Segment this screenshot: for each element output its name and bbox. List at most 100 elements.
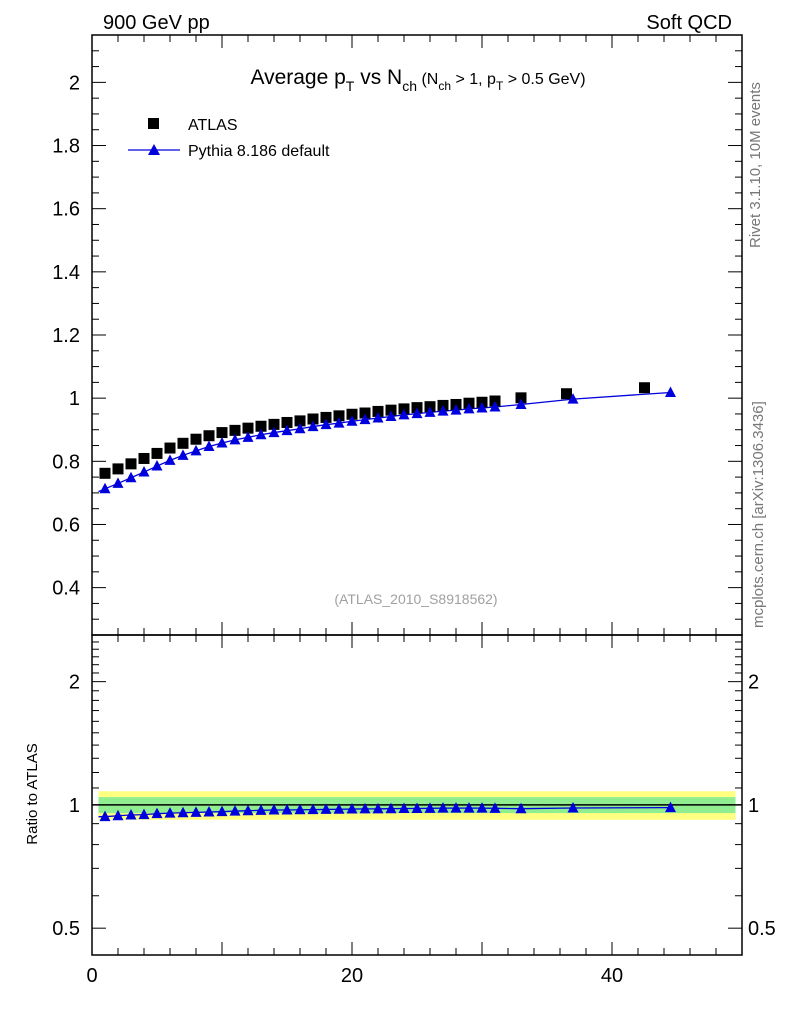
pythia-point	[476, 401, 488, 413]
atlas-point	[294, 415, 306, 427]
ratio-point	[242, 804, 254, 816]
main-axis-ticks	[91, 35, 743, 635]
atlas-point	[359, 407, 371, 419]
ratio-point	[398, 802, 410, 814]
atlas-point	[242, 422, 254, 434]
pythia-point	[268, 426, 280, 438]
atlas-point	[281, 416, 293, 428]
ratio-point	[372, 802, 384, 814]
ratio-y-tick-label: 2	[69, 672, 80, 694]
atlas-point	[561, 388, 572, 400]
ratio-point	[385, 802, 397, 814]
ratio-point	[151, 807, 163, 819]
atlas-point	[203, 430, 215, 442]
pythia-point	[190, 444, 202, 456]
atlas-point	[177, 437, 189, 449]
pythia-point	[203, 440, 215, 451]
x-tick-label: 40	[601, 965, 623, 987]
pythia-point	[333, 417, 345, 428]
atlas-point	[515, 392, 527, 404]
ratio-data-marks	[98, 801, 676, 822]
main-y-tick-label: 1	[69, 388, 80, 410]
ratio-axis-ticks	[91, 635, 743, 955]
ratio-y-tick-label: 1	[69, 795, 80, 817]
pythia-point	[437, 405, 449, 416]
x-tick-label: 0	[86, 965, 97, 987]
main-y-tick-label: 1.2	[52, 325, 80, 347]
legend-mc-marker	[148, 144, 160, 155]
pythia-point	[99, 482, 111, 494]
atlas-point	[99, 467, 111, 479]
ratio-point	[190, 806, 202, 817]
pythia-point	[281, 424, 293, 436]
atlas-point	[320, 411, 332, 423]
pythia-point	[242, 431, 254, 442]
ratio-point	[229, 805, 241, 816]
atlas-point	[125, 458, 137, 470]
pythia-point	[515, 398, 527, 409]
ratio-point	[463, 802, 475, 813]
pythia-point	[463, 402, 475, 414]
pythia-point	[125, 471, 137, 483]
atlas-point	[229, 424, 241, 436]
legend-data-label: ATLAS	[188, 117, 238, 134]
ratio-point	[450, 802, 462, 813]
atlas-point	[639, 382, 650, 394]
ratio-frame	[91, 634, 743, 956]
x-tick-label: 20	[341, 965, 363, 987]
pythia-point	[489, 401, 501, 412]
atlas-point	[333, 410, 345, 422]
chart-title: Average pT vs Nch (Nch > 1, pT > 0.5 GeV…	[250, 66, 585, 94]
ratio-point	[333, 803, 345, 814]
ratio-point	[294, 803, 306, 815]
pythia-point	[138, 466, 150, 477]
ratio-point	[307, 803, 319, 815]
pythia-point	[398, 408, 410, 420]
ratio-y-axis-label: Ratio to ATLAS	[24, 743, 41, 844]
pythia-point	[294, 422, 306, 434]
pythia-point	[665, 386, 676, 397]
atlas-point	[164, 442, 176, 454]
main-y-tick-label: 1.6	[52, 199, 80, 221]
ratio-panel: 0.5 0.5 1 1 2 2 0 20 40 Ratio to ATLAS	[24, 634, 776, 987]
ratio-y-tick-label: 0.5	[52, 918, 80, 940]
pythia-point	[385, 410, 397, 421]
ratio-point	[138, 808, 150, 820]
ratio-point	[567, 801, 579, 813]
ratio-point	[515, 802, 527, 814]
pythia-point	[567, 393, 579, 404]
header-right: Soft QCD	[646, 12, 732, 34]
legend-mc-label: Pythia 8.186 default	[188, 143, 330, 160]
atlas-point	[307, 413, 319, 425]
ratio-point	[346, 803, 358, 814]
pythia-point	[164, 454, 176, 465]
ratio-point	[476, 802, 488, 813]
ratio-point	[359, 802, 371, 814]
pythia-point	[112, 477, 124, 488]
ratio-point	[99, 810, 111, 822]
atlas-point	[151, 447, 163, 459]
pythia-point	[346, 415, 358, 426]
pythia-point	[411, 407, 423, 419]
atlas-point	[190, 433, 202, 445]
ratio-point	[411, 802, 423, 814]
header-left: 900 GeV pp	[103, 12, 210, 34]
pythia-point	[450, 404, 462, 415]
atlas-point	[346, 408, 358, 420]
ratio-point	[424, 802, 436, 813]
main-y-tick-label: 0.8	[52, 451, 80, 473]
ratio-point	[203, 805, 215, 817]
ratio-point	[320, 803, 332, 814]
ratio-point	[164, 807, 176, 818]
main-y-tick-label: 0.4	[52, 578, 80, 600]
legend: ATLAS Pythia 8.186 default	[128, 117, 330, 160]
atlas-point	[268, 418, 280, 430]
main-y-tick-labels: 0.4 0.6 0.8 1 1.2 1.4 1.6 1.8 2	[52, 72, 80, 599]
pythia-point	[320, 418, 332, 430]
ratio-point	[216, 805, 228, 817]
ratio-point	[268, 803, 280, 815]
pythia-point	[229, 433, 241, 445]
ratio-point	[665, 801, 676, 813]
atlas-point	[216, 427, 228, 439]
